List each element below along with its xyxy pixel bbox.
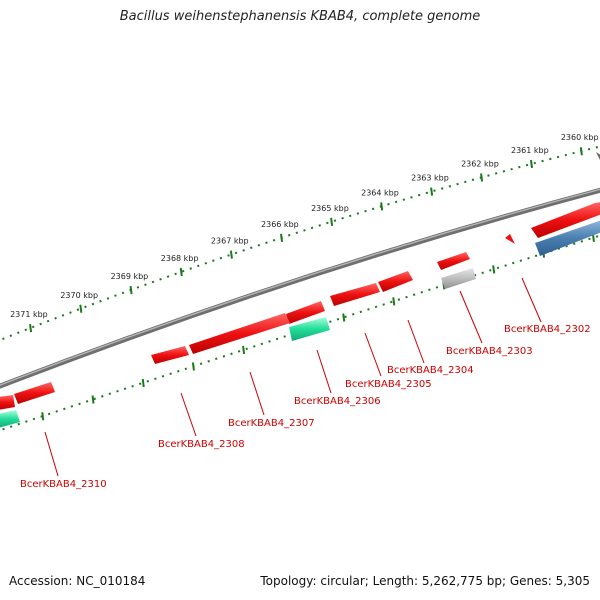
- tick-label: 2361 kbp: [511, 146, 549, 155]
- tick-label: 2371 kbp: [10, 310, 48, 319]
- gene-label-2306: BcerKBAB4_2306: [294, 396, 381, 407]
- tick-label: 2368 kbp: [161, 254, 199, 263]
- tick-label: 2366 kbp: [261, 220, 299, 229]
- genome-backbone: [0, 187, 600, 389]
- leader-2305: [364, 332, 382, 377]
- outer-major-tick: [330, 217, 334, 226]
- gene-arrow-2305: [330, 283, 380, 306]
- leader-2302: [521, 277, 542, 323]
- outer-major-tick: [380, 202, 384, 211]
- tick-label: 2364 kbp: [361, 188, 399, 197]
- outer-major-tick: [529, 159, 533, 169]
- leader-2303: [459, 290, 483, 344]
- gene-label-2302: BcerKBAB4_2302: [504, 324, 591, 335]
- tick-label: 2369 kbp: [111, 272, 149, 281]
- outer-major-tick: [430, 187, 434, 196]
- gene-arrow-2304: [378, 271, 413, 292]
- leader-2304: [407, 319, 425, 364]
- gene-arrow-2301b: [505, 234, 515, 244]
- leader-2306: [316, 349, 332, 394]
- gene-label-2305: BcerKBAB4_2305: [345, 379, 432, 390]
- gene-arrow-2306-red: [286, 301, 325, 324]
- outer-major-tick: [280, 233, 284, 243]
- inner-major-tick: [141, 378, 145, 388]
- tick-label: 2367 kbp: [211, 237, 249, 246]
- outer-major-tick: [179, 267, 183, 277]
- gene-arrow-2308: [151, 346, 189, 364]
- tick-label: 2363 kbp: [411, 174, 449, 183]
- gene-arrow-blue: [535, 220, 600, 256]
- accession-text: Accession: NC_010184: [9, 574, 146, 588]
- gene-arrow-2301: [531, 202, 600, 238]
- inner-major-tick: [41, 412, 45, 421]
- map-title: Bacillus weihenstephanensis KBAB4, compl…: [119, 9, 481, 24]
- leader-2308: [180, 392, 197, 437]
- gene-arrow-edge: [596, 152, 600, 160]
- outer-major-tick: [579, 147, 583, 156]
- gene-arrow-2303: [437, 252, 470, 270]
- inner-major-tick: [242, 345, 246, 355]
- gene-arrow-2306-green: [289, 317, 330, 341]
- gene-arrow-green-edge: [0, 410, 20, 428]
- gene-arrow-2309: [14, 382, 55, 404]
- inner-major-tick: [392, 297, 396, 306]
- outer-major-tick: [129, 285, 133, 295]
- gene-label-2303: BcerKBAB4_2303: [446, 346, 533, 357]
- gene-label-2310: BcerKBAB4_2310: [20, 479, 107, 490]
- gene-arrow-2303-grey: [441, 268, 476, 289]
- outer-major-tick: [229, 250, 233, 259]
- gene-arrow-2310: [0, 395, 15, 410]
- tick-label: 2360 kbp: [561, 133, 599, 142]
- topology-text: Topology: circular; Length: 5,262,775 bp…: [260, 574, 590, 588]
- outer-major-tick: [480, 173, 484, 182]
- inner-major-tick: [342, 313, 346, 322]
- gene-label-2304: BcerKBAB4_2304: [387, 365, 474, 376]
- outer-major-tick: [79, 304, 83, 313]
- tick-label: 2370 kbp: [60, 291, 98, 300]
- inner-major-tick: [492, 265, 496, 274]
- gene-arrow-2307: [189, 313, 290, 354]
- leader-2307: [249, 371, 265, 416]
- gene-label-2308: BcerKBAB4_2308: [158, 439, 245, 450]
- inner-major-tick: [191, 362, 195, 371]
- inner-major-tick: [91, 395, 95, 404]
- tick-label: 2362 kbp: [461, 160, 499, 169]
- outer-major-tick: [29, 324, 33, 333]
- tick-label: 2365 kbp: [311, 204, 349, 213]
- leader-2310: [44, 431, 59, 477]
- gene-label-2307: BcerKBAB4_2307: [228, 418, 315, 429]
